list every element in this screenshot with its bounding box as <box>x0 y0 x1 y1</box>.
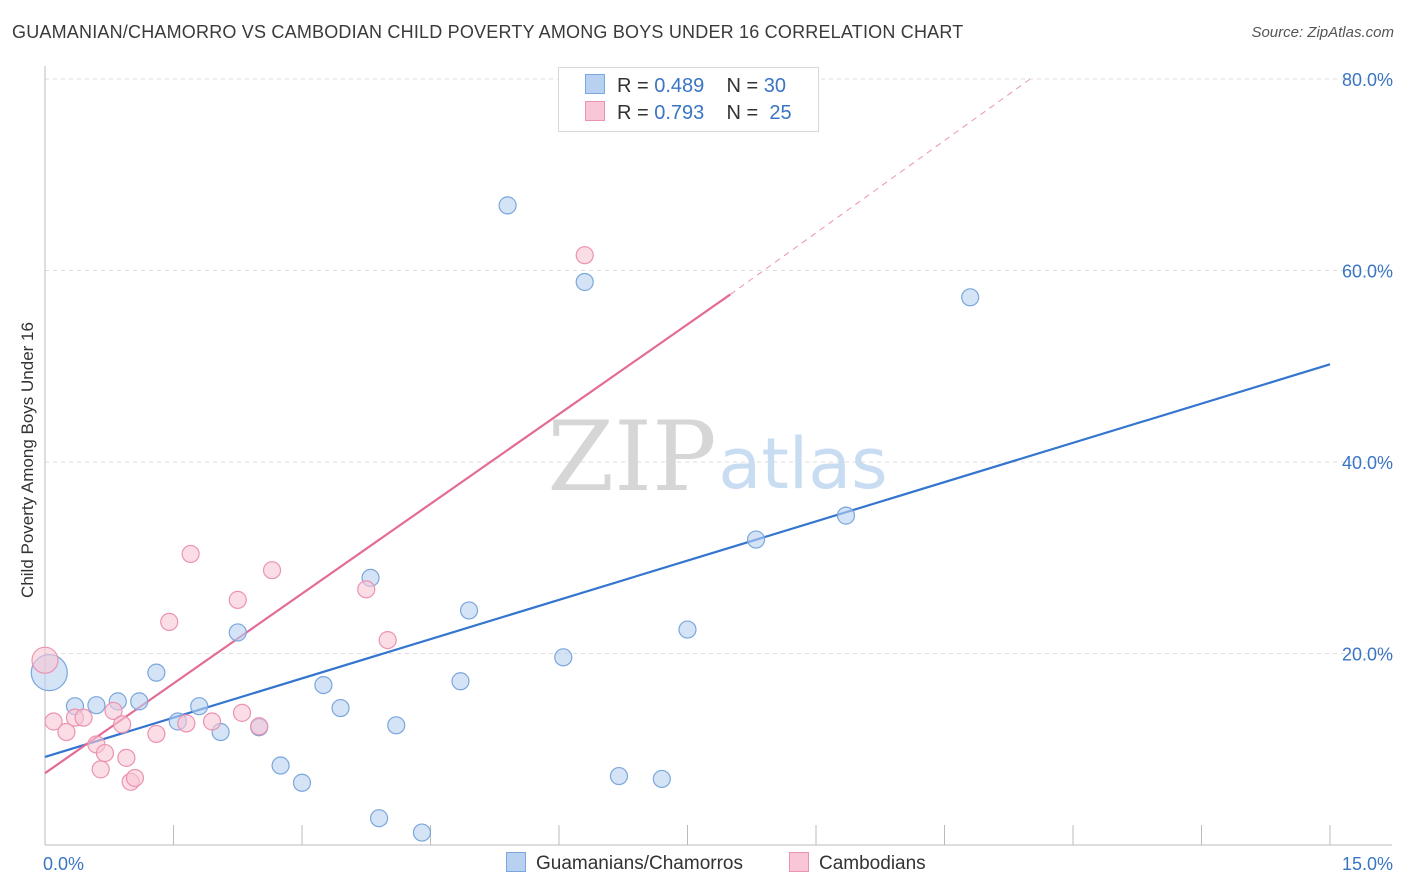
legend-swatch-blue <box>585 74 605 94</box>
x-tick-label: 15.0% <box>1342 854 1393 874</box>
point-cambodians <box>117 748 136 767</box>
legend-row-cambodians: R = 0.793 N = 25 <box>585 101 792 125</box>
bottom-legend-swatch-pink <box>789 852 809 872</box>
point-guamanians <box>678 620 697 639</box>
point-guamanians <box>387 716 406 735</box>
point-guamanians <box>746 530 766 549</box>
y-tick-label: 80.0% <box>1342 70 1393 90</box>
legend-n-label: N = <box>726 75 759 97</box>
point-guamanians <box>147 663 166 682</box>
legend-r-label: R = <box>617 102 649 124</box>
bottom-legend-swatch-blue <box>506 852 526 872</box>
stats-legend: R = 0.489 N = 30 R = 0.793 N = 25 <box>558 67 819 132</box>
point-guamanians <box>451 672 470 691</box>
y-axis-label: Child Poverty Among Boys Under 16 <box>18 322 37 598</box>
tick-labels: 20.0% 40.0% 60.0% 80.0% 0.0% 15.0% <box>43 70 1393 874</box>
watermark-atlas: atlas <box>718 423 887 505</box>
point-cambodians <box>262 561 282 580</box>
point-guamanians <box>370 809 389 828</box>
point-guamanians <box>130 692 149 711</box>
y-tick-label: 60.0% <box>1342 262 1393 282</box>
point-cambodians <box>44 712 63 731</box>
point-guamanians <box>331 698 350 718</box>
point-cambodians <box>250 717 269 736</box>
point-cambodians <box>160 612 179 632</box>
legend-n-value: 30 <box>763 75 787 97</box>
legend-r-label: R = <box>617 75 649 97</box>
bottom-legend-label: Cambodians <box>819 853 926 874</box>
point-guamanians <box>554 648 573 667</box>
point-guamanians <box>575 272 594 292</box>
point-cambodians <box>104 701 123 721</box>
source-credit: Source: ZipAtlas.com <box>1251 24 1394 41</box>
point-guamanians <box>314 675 333 695</box>
legend-swatch-pink <box>585 101 605 121</box>
point-guamanians <box>961 288 980 307</box>
bottom-legend-guamanians: Guamanians/Chamorros <box>506 852 743 875</box>
legend-row-guamanians: R = 0.489 N = 30 <box>585 74 786 98</box>
bottom-legend-label: Guamanians/Chamorros <box>536 853 743 874</box>
watermark: ZIP atlas <box>547 401 887 513</box>
x-tick-label: 0.0% <box>43 854 84 874</box>
point-guamanians <box>652 769 671 789</box>
point-guamanians <box>292 773 312 792</box>
point-cambodians <box>74 708 93 727</box>
y-tick-label: 40.0% <box>1342 453 1393 473</box>
point-cambodians <box>232 703 252 722</box>
point-cambodians <box>177 714 196 733</box>
gridlines <box>45 78 1392 654</box>
point-cambodians <box>202 712 222 731</box>
chart-title: GUAMANIAN/CHAMORRO VS CAMBODIAN CHILD PO… <box>12 22 964 42</box>
point-guamanians <box>412 823 432 842</box>
point-cambodians <box>575 246 594 265</box>
point-cambodians <box>181 544 200 564</box>
point-cambodians <box>228 590 247 609</box>
point-guamanians <box>87 696 106 715</box>
watermark-zip: ZIP <box>547 401 716 513</box>
point-cambodians <box>125 768 145 788</box>
legend-r-value: 0.793 <box>654 102 705 124</box>
trend-line-guamanians <box>44 363 1331 758</box>
data-points <box>30 196 980 842</box>
point-cambodians <box>112 715 132 734</box>
legend-n-value: 25 <box>769 102 792 124</box>
point-guamanians <box>271 756 290 775</box>
point-guamanians <box>498 196 517 215</box>
point-cambodians <box>91 760 110 779</box>
legend-n-label: N = <box>726 102 759 124</box>
point-guamanians <box>836 506 856 525</box>
point-guamanians <box>609 766 629 786</box>
y-tick-label: 20.0% <box>1342 645 1393 665</box>
point-cambodians <box>57 722 76 742</box>
trend-line-cambodians <box>44 293 731 775</box>
trend-lines <box>44 78 1331 775</box>
point-guamanians <box>459 601 479 620</box>
point-cambodians <box>378 630 397 650</box>
point-guamanians <box>228 623 247 642</box>
legend-r-value: 0.489 <box>654 75 705 97</box>
point-cambodians <box>357 580 376 599</box>
point-cambodians <box>147 724 166 744</box>
bottom-legend-cambodians: Cambodians <box>789 852 926 875</box>
point-cambodians <box>95 743 115 763</box>
point-guamanians <box>190 697 209 716</box>
point-cambodians <box>31 646 59 674</box>
